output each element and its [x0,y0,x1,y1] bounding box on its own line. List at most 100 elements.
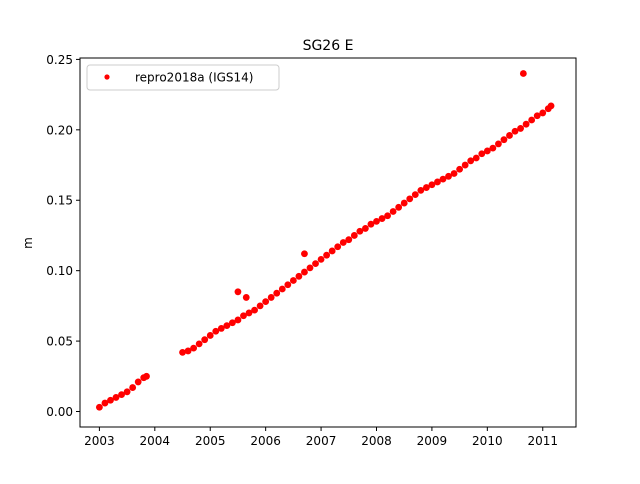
data-point [234,288,242,296]
data-point [101,399,109,407]
data-point [278,285,286,293]
data-point [229,319,236,327]
y-tick-label: 0.25 [46,53,73,67]
data-point [506,132,513,139]
data-point [195,340,203,348]
data-point [95,403,103,411]
data-point [389,208,397,215]
data-point [334,243,342,251]
x-axis-ticks: 2003 2004 2005 2006 2007 2008 2009 2010 2011 [84,427,558,448]
data-point [478,150,486,158]
y-tick-label: 0.00 [46,405,73,419]
data-point [472,154,480,162]
data-point [539,109,547,117]
data-point [317,256,325,263]
data-point [417,186,425,194]
data-point [262,298,270,306]
legend: repro2018a (IGS14) [86,64,280,91]
data-point [129,384,137,391]
data-point [500,136,508,144]
data-point [289,277,297,284]
x-tick-label: 2007 [306,434,337,448]
data-point [395,203,403,211]
data-point [456,165,464,173]
data-point [328,247,336,255]
data-point [234,316,242,324]
x-tick-label: 2003 [84,434,115,448]
data-point [461,161,469,169]
y-axis-label: m [21,237,35,249]
data-point [295,272,303,280]
y-tick-label: 0.20 [46,123,73,137]
data-point [267,294,275,301]
data-point [306,264,314,272]
data-point [367,220,375,228]
data-point [134,378,142,386]
data-point [489,144,497,152]
data-points [95,70,555,411]
data-point [533,112,541,120]
data-point [206,332,214,339]
plot-frame [79,57,577,428]
data-point [312,260,319,268]
data-point [522,120,530,128]
data-point [356,227,364,235]
x-tick-label: 2008 [361,434,392,448]
data-point [517,125,524,132]
data-point [428,181,436,189]
data-point [301,250,308,258]
data-point [422,184,430,191]
data-point [450,170,458,177]
data-point [184,347,192,355]
x-tick-label: 2005 [195,434,226,448]
data-point [434,178,441,186]
data-point [273,289,281,297]
data-point [547,102,555,110]
data-point [118,391,125,399]
data-point [251,306,258,314]
data-point [242,294,250,301]
data-point [179,348,186,356]
legend-box [86,64,280,91]
data-point [345,236,353,244]
data-point [256,302,264,310]
legend-label: repro2018a (IGS14) [135,71,253,85]
data-point [439,175,447,183]
chart-title: SG26 E [303,38,354,54]
data-point [528,116,536,124]
data-point [384,212,391,220]
data-point [445,172,452,180]
data-point [495,140,502,148]
x-tick-label: 2009 [417,434,448,448]
data-point [190,344,198,352]
data-point [511,127,519,135]
data-point [284,281,292,289]
data-point [143,372,150,380]
x-tick-label: 2011 [527,434,558,448]
data-point [483,147,491,155]
y-axis-ticks: 0.00 0.05 0.10 0.15 0.20 0.25 [46,53,80,419]
data-point [350,232,358,239]
data-point [378,215,386,222]
data-point [245,309,253,317]
data-point [362,225,369,232]
data-point [373,217,380,225]
y-tick-label: 0.05 [46,335,73,349]
data-point [240,312,247,320]
data-point [323,251,331,259]
data-point [112,394,120,401]
y-tick-label: 0.15 [46,194,73,208]
x-tick-label: 2006 [250,434,281,448]
data-point [467,157,475,165]
data-point [223,322,231,329]
data-point [201,336,209,344]
y-tick-label: 0.10 [46,264,73,278]
legend-marker [104,74,110,80]
data-point [406,195,414,203]
data-point [519,70,527,77]
data-point [217,325,225,332]
data-point [107,396,114,404]
data-point [212,327,220,335]
data-point [123,388,131,396]
data-point [301,268,308,276]
